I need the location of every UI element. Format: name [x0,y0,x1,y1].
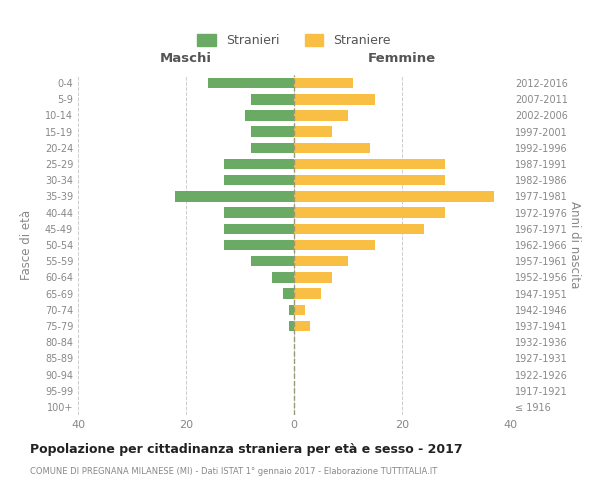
Text: Fasce di età: Fasce di età [20,210,32,280]
Bar [251,256,294,266]
Bar [294,320,310,331]
Bar [294,256,348,266]
Bar [251,94,294,104]
Bar [294,126,332,137]
Bar [294,272,332,282]
Bar [224,159,294,170]
Text: Anni di nascita: Anni di nascita [568,202,581,288]
Bar [294,159,445,170]
Bar [294,208,445,218]
Bar [294,224,424,234]
Bar [294,191,494,202]
Bar [224,208,294,218]
Bar [245,110,294,120]
Bar [294,142,370,153]
Text: Popolazione per cittadinanza straniera per età e sesso - 2017: Popolazione per cittadinanza straniera p… [30,442,463,456]
Bar [224,175,294,186]
Bar [224,240,294,250]
Bar [294,240,375,250]
Bar [272,272,294,282]
Bar [251,142,294,153]
Bar [251,126,294,137]
Bar [289,320,294,331]
Bar [294,110,348,120]
Bar [289,304,294,315]
Legend: Stranieri, Straniere: Stranieri, Straniere [197,34,391,48]
Text: Maschi: Maschi [160,52,212,65]
Bar [294,94,375,104]
Bar [175,191,294,202]
Text: COMUNE DI PREGNANA MILANESE (MI) - Dati ISTAT 1° gennaio 2017 - Elaborazione TUT: COMUNE DI PREGNANA MILANESE (MI) - Dati … [30,468,437,476]
Bar [208,78,294,88]
Bar [294,78,353,88]
Text: Femmine: Femmine [368,52,436,65]
Bar [294,304,305,315]
Bar [294,288,321,299]
Bar [283,288,294,299]
Bar [294,175,445,186]
Bar [224,224,294,234]
